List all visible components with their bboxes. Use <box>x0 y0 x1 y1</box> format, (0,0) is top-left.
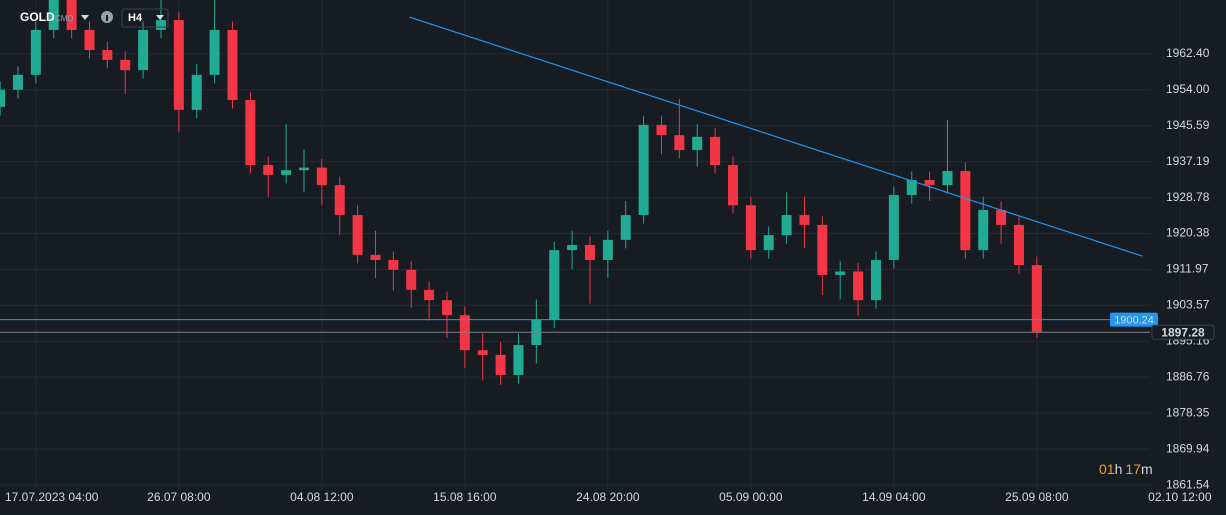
candle-body <box>620 215 631 240</box>
price-label-box <box>1110 312 1158 327</box>
candle-body <box>710 136 721 166</box>
candle-body <box>173 20 184 110</box>
y-tick-label: 1886.76 <box>1166 369 1210 383</box>
y-tick-label: 1962.40 <box>1166 46 1210 60</box>
countdown-h: h <box>1115 461 1123 477</box>
candle-body <box>424 289 435 301</box>
candle-body <box>870 259 881 301</box>
y-tick-label: 1920.38 <box>1166 226 1210 240</box>
candle-body <box>316 167 327 186</box>
candle-body <box>495 354 506 375</box>
candle-body <box>888 194 899 260</box>
candle-body <box>388 259 399 270</box>
x-tick-label: 04.08 12:00 <box>290 490 354 504</box>
x-tick-label: 14.09 04:00 <box>862 490 926 504</box>
price-label: 1900.24 <box>1114 315 1154 327</box>
candle-body <box>674 135 685 151</box>
candle-body <box>996 209 1007 225</box>
candle-body <box>942 171 953 186</box>
candle-body <box>227 29 238 101</box>
candle-body <box>370 254 381 260</box>
y-tick-label: 1945.59 <box>1166 118 1210 132</box>
timeframe-box[interactable] <box>121 8 169 28</box>
candle-body <box>656 124 667 136</box>
candle-body <box>0 89 6 107</box>
candle-body <box>799 215 810 225</box>
candle-body <box>835 271 846 275</box>
candle-body <box>513 345 524 375</box>
candle-body <box>245 100 256 166</box>
countdown-m: m <box>1141 461 1153 477</box>
candle-body <box>781 215 792 236</box>
y-tick-label: 1869.94 <box>1166 441 1210 455</box>
candle-body <box>298 167 309 171</box>
candle-body <box>352 215 363 255</box>
candle-body <box>138 29 149 71</box>
candle-body <box>763 235 774 251</box>
countdown-minutes: 17 <box>1125 461 1141 477</box>
candle-body <box>549 250 560 320</box>
candle-body <box>817 224 828 275</box>
candle-body <box>102 50 113 60</box>
candle-body <box>692 136 703 151</box>
candle-body <box>978 209 989 251</box>
countdown-hours: 01 <box>1099 461 1115 477</box>
candle-body <box>1013 224 1024 266</box>
plot-area <box>0 0 1150 385</box>
candle-body <box>120 59 131 71</box>
price-label: 1897.28 <box>1161 325 1205 339</box>
candle-body <box>477 350 488 355</box>
candle-body <box>406 269 417 290</box>
candle-body <box>84 29 95 51</box>
timeframe[interactable]: H4 <box>128 12 143 24</box>
toolbar: GOLD CMD H4 <box>20 8 169 28</box>
x-tick-label: 26.07 08:00 <box>147 490 211 504</box>
candle-body <box>441 300 452 316</box>
x-tick-label: 15.08 16:00 <box>433 490 497 504</box>
x-tick-label: 24.08 20:00 <box>576 490 640 504</box>
x-tick-label: 05.09 00:00 <box>719 490 783 504</box>
candle-body <box>281 170 292 175</box>
candle-body <box>602 239 613 260</box>
symbol-dropdown[interactable] <box>81 15 89 20</box>
y-tick-label: 1954.00 <box>1166 82 1210 96</box>
price-label-box <box>1151 324 1215 340</box>
candle-body <box>960 171 971 251</box>
candle-body <box>66 0 77 30</box>
x-tick-label: 17.07.2023 04:00 <box>5 490 99 504</box>
candle-body <box>853 271 864 301</box>
y-tick-label: 1878.35 <box>1166 405 1210 419</box>
candle-body <box>48 0 59 30</box>
market: CMD <box>55 14 73 23</box>
y-tick-label: 1937.19 <box>1166 154 1210 168</box>
candle-body <box>209 29 220 75</box>
candle-body <box>263 165 274 175</box>
candle-body <box>155 20 166 30</box>
x-tick-label: 25.09 08:00 <box>1005 490 1069 504</box>
y-tick-label: 1903.57 <box>1166 298 1210 312</box>
candle-body <box>924 180 935 186</box>
candle-body <box>727 165 738 206</box>
timeframe-dropdown[interactable] <box>156 15 164 20</box>
candle-body <box>30 29 41 75</box>
candle-body <box>334 185 345 216</box>
countdown: 01h 17m <box>1099 461 1153 477</box>
x-tick-label: 02.10 12:00 <box>1148 490 1212 504</box>
trendline <box>409 16 1143 257</box>
y-tick-label: 1928.78 <box>1166 190 1210 204</box>
axes: 1962.40 1954.00 1945.59 1937.19 1928.78 1920.… <box>5 46 1215 504</box>
candle-body <box>638 124 649 216</box>
candle-body <box>745 205 756 251</box>
y-tick-label: 1861.54 <box>1166 477 1210 491</box>
candle-body <box>12 74 23 90</box>
info-glyph <box>106 15 108 21</box>
candle-body <box>567 245 578 251</box>
candle-body <box>191 74 202 110</box>
symbol[interactable]: GOLD <box>20 10 55 24</box>
candle-body <box>906 180 917 195</box>
candle-body <box>584 245 595 260</box>
y-tick-label: 1911.97 <box>1166 262 1209 276</box>
candle-body <box>1031 265 1042 333</box>
